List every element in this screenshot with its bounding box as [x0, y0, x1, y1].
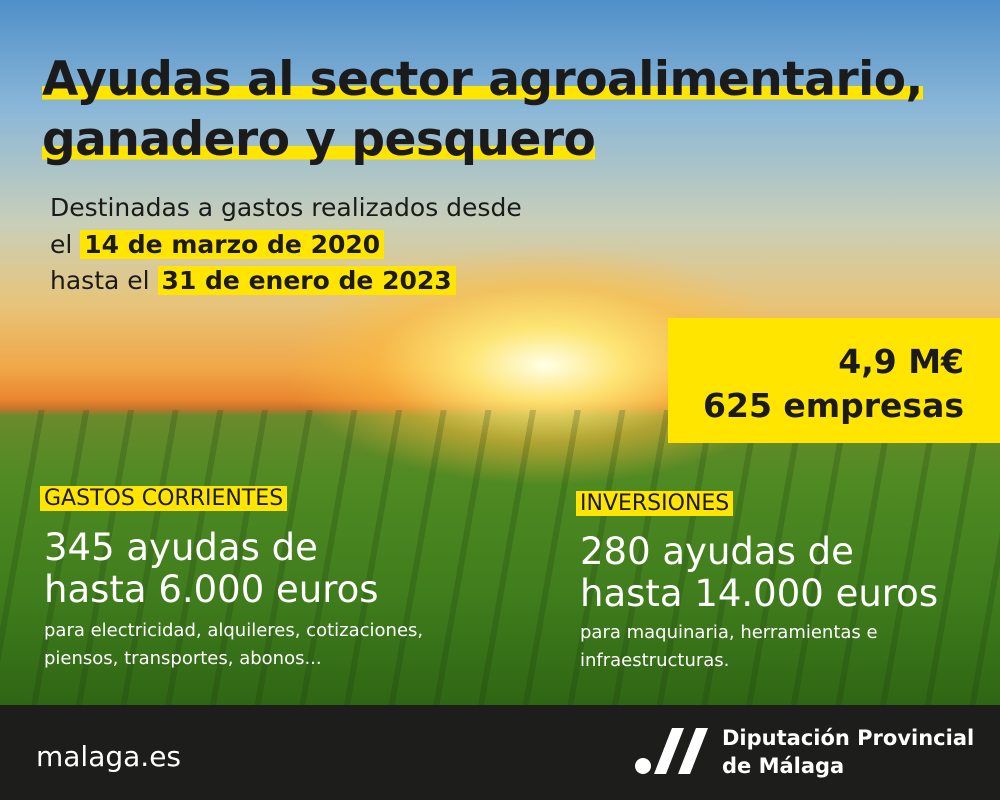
subtitle-line: el 14 de marzo de 2020	[50, 230, 385, 259]
org-name: Diputación Provincial	[722, 726, 975, 750]
section-headline: 280 ayudas de	[580, 530, 854, 573]
section-headline: hasta 6.000 euros	[44, 568, 379, 611]
logo-dot	[635, 758, 651, 774]
section-detail: infraestructuras.	[580, 650, 730, 671]
logo-bar	[678, 728, 708, 774]
title-text: ganadero y pesquero	[42, 112, 596, 167]
total-amount: 4,9 M€	[838, 342, 964, 381]
subtitle-line: Destinadas a gastos realizados desde	[50, 193, 522, 222]
total-companies: 625 empresas	[703, 386, 964, 425]
org-name: de Málaga	[722, 754, 845, 778]
section-label: INVERSIONES	[576, 491, 734, 516]
end-date: 31 de enero de 2023	[157, 266, 456, 295]
title-line: ganadero y pesquero	[42, 112, 596, 167]
totals-box: 4,9 M€ 625 empresas	[668, 318, 1000, 443]
title-line: Ayudas al sector agroalimentario,	[42, 52, 923, 107]
section-label: GASTOS CORRIENTES	[40, 486, 288, 511]
section-detail: piensos, transportes, abonos...	[44, 648, 322, 669]
section-headline: 345 ayudas de	[44, 526, 318, 569]
footer-bar	[0, 705, 1000, 800]
section-detail: para maquinaria, herramientas e	[580, 622, 878, 643]
subtitle-prefix: hasta el	[50, 266, 150, 295]
logo	[635, 728, 708, 774]
subtitle-line: hasta el 31 de enero de 2023	[50, 266, 456, 295]
logo-bar	[654, 728, 684, 774]
section-headline: hasta 14.000 euros	[580, 572, 939, 615]
title-text: Ayudas al sector agroalimentario,	[42, 52, 923, 107]
field-rows	[0, 410, 1000, 705]
subtitle-prefix: el	[50, 230, 73, 259]
section-detail: para electricidad, alquileres, cotizacio…	[44, 620, 424, 641]
start-date: 14 de marzo de 2020	[80, 230, 385, 259]
website: malaga.es	[36, 740, 182, 773]
